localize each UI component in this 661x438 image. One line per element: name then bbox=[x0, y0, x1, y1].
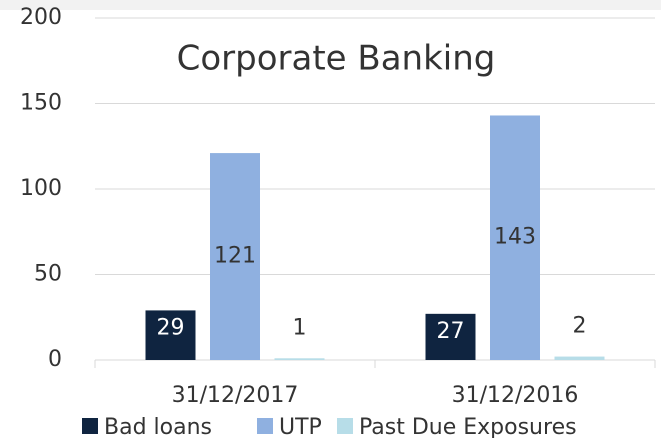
top-strip bbox=[0, 0, 661, 10]
value-label: 143 bbox=[494, 225, 536, 250]
legend-label: Past Due Exposures bbox=[359, 415, 577, 438]
x-tick-label: 31/12/2017 bbox=[172, 383, 299, 408]
chart-title: Corporate Banking bbox=[177, 39, 496, 79]
bar bbox=[145, 310, 196, 360]
x-tick-label: 31/12/2016 bbox=[452, 383, 579, 408]
y-tick-label: 0 bbox=[48, 347, 62, 372]
bar bbox=[425, 313, 476, 360]
legend-label: Bad loans bbox=[104, 415, 212, 438]
y-tick-label: 50 bbox=[34, 262, 62, 287]
value-label: 2 bbox=[573, 314, 587, 339]
legend-swatch bbox=[82, 418, 98, 434]
legend-swatch bbox=[337, 418, 353, 434]
bar bbox=[554, 356, 605, 360]
bar bbox=[210, 153, 260, 360]
value-label: 1 bbox=[293, 315, 307, 340]
legend-label: UTP bbox=[279, 415, 322, 438]
value-label: 29 bbox=[157, 315, 185, 340]
value-label: 121 bbox=[214, 244, 256, 269]
bar bbox=[490, 115, 540, 360]
y-tick-label: 150 bbox=[20, 91, 62, 116]
y-tick-label: 200 bbox=[20, 5, 62, 30]
value-label: 27 bbox=[437, 319, 465, 344]
y-tick-label: 100 bbox=[20, 176, 62, 201]
legend-swatch bbox=[257, 418, 273, 434]
bar bbox=[274, 358, 325, 360]
